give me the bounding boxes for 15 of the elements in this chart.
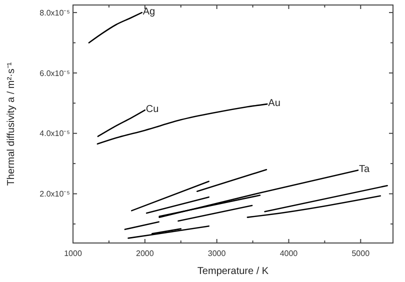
series-label: Ag	[142, 6, 156, 18]
y-tick-label: 8.0x10⁻⁵	[40, 8, 70, 18]
y-tick-label: 2.0x10⁻⁵	[40, 190, 70, 199]
x-tick-label: 1000	[64, 249, 82, 258]
x-tick-label: 2000	[136, 249, 154, 258]
series-label: Ta	[358, 164, 370, 176]
y-axis-title: Thermal diffusivity a / m²·s⁻¹	[6, 62, 17, 186]
x-tick-label: 3000	[208, 249, 226, 258]
y-tick-label: 4.0x10⁻⁵	[40, 129, 70, 138]
x-tick-label: 5000	[352, 249, 370, 258]
x-tick-label: 4000	[280, 249, 298, 258]
series-label: Au	[268, 98, 280, 110]
series-label: Cu	[146, 104, 159, 116]
y-tick-label: 6.0x10⁻⁵	[40, 68, 70, 78]
x-axis-title: Temperature / K	[197, 266, 269, 277]
